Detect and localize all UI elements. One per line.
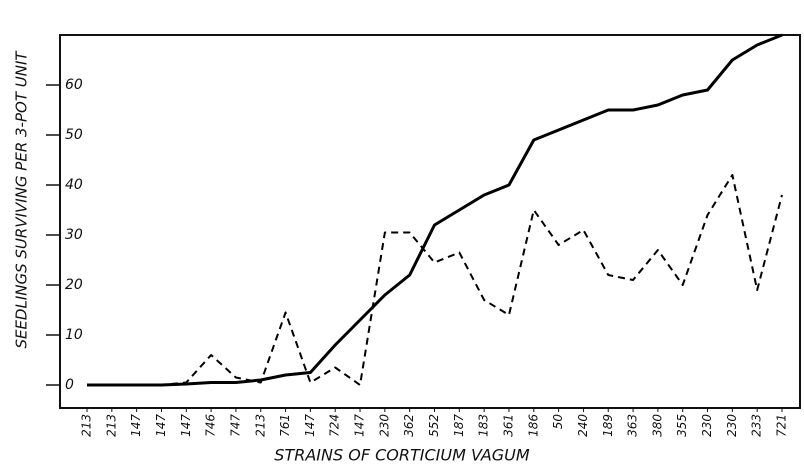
x-tick-label: 213 (104, 414, 118, 437)
x-tick-label: 187 (452, 414, 466, 437)
x-tick-label: 50 (551, 414, 565, 430)
x-tick-label: 362 (402, 414, 416, 437)
x-tick-label: 189 (601, 414, 615, 437)
series-line (87, 174, 783, 386)
x-tick-label: 363 (626, 414, 640, 437)
x-tick-label: 240 (576, 414, 590, 437)
x-tick-label: 147 (353, 414, 367, 437)
x-tick-label: 721 (775, 414, 789, 437)
y-tick-label: 0 (65, 377, 74, 393)
y-tick-label: 10 (65, 327, 83, 343)
y-tick-label: 50 (65, 127, 83, 143)
x-tick-label: 186 (526, 414, 540, 437)
x-tick-label: 761 (278, 414, 292, 437)
x-tick-label: 361 (501, 414, 515, 437)
x-tick-label: 213 (253, 414, 267, 437)
x-tick-label: 147 (129, 414, 143, 437)
y-tick-label: 60 (65, 77, 83, 93)
x-tick-label: 380 (650, 414, 664, 437)
y-tick-label: 30 (65, 227, 83, 243)
x-tick-label: 147 (303, 414, 317, 437)
x-tick-label: 147 (154, 414, 168, 437)
x-tick-label: 183 (477, 414, 491, 437)
y-tick-label: 40 (65, 177, 83, 193)
series-line (87, 33, 783, 387)
x-tick-label: 213 (80, 414, 94, 437)
x-tick-label: 746 (204, 414, 218, 437)
x-tick-label: 233 (750, 414, 764, 437)
x-tick-label: 147 (179, 414, 193, 437)
x-tick-label: 355 (675, 414, 689, 437)
x-tick-label: 747 (228, 414, 242, 437)
plot-frame (59, 34, 801, 409)
x-tick-label: 230 (725, 414, 739, 437)
x-axis-label: STRAINS OF CORTICIUM VAGUM (274, 446, 530, 465)
y-tick-label: 20 (65, 277, 83, 293)
x-tick-label: 724 (328, 414, 342, 437)
y-axis-label: SEEDLINGS SURVIVING PER 3-POT UNIT (13, 50, 31, 349)
x-tick-label: 230 (700, 414, 714, 437)
x-tick-label: 552 (427, 414, 441, 437)
x-tick-label: 230 (377, 414, 391, 437)
